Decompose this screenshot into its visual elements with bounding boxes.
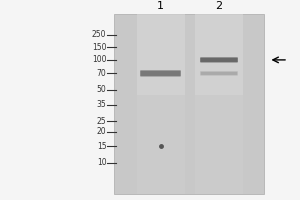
Bar <box>201 73 237 74</box>
Bar <box>201 73 237 74</box>
Bar <box>141 73 180 74</box>
Bar <box>201 73 237 74</box>
Bar <box>201 72 237 74</box>
Text: 20: 20 <box>97 127 106 136</box>
Bar <box>141 71 180 76</box>
Bar <box>141 72 180 75</box>
Bar <box>201 58 237 62</box>
Bar <box>141 73 180 74</box>
Bar <box>136 95 184 194</box>
Text: 50: 50 <box>97 85 106 94</box>
Bar <box>201 59 237 61</box>
Bar <box>201 58 237 61</box>
Bar <box>201 59 237 61</box>
Bar <box>201 59 237 60</box>
Bar <box>201 59 237 61</box>
Text: 70: 70 <box>97 69 106 78</box>
Bar <box>201 58 237 61</box>
Bar <box>195 14 243 194</box>
FancyBboxPatch shape <box>200 57 238 62</box>
Text: 35: 35 <box>97 100 106 109</box>
Bar <box>141 71 180 75</box>
Bar <box>141 73 180 74</box>
Text: 100: 100 <box>92 55 106 64</box>
Bar <box>201 72 237 75</box>
Bar <box>201 73 237 74</box>
FancyBboxPatch shape <box>140 70 181 77</box>
Text: 10: 10 <box>97 158 106 167</box>
Bar <box>201 59 237 61</box>
Bar <box>201 59 237 61</box>
Bar <box>141 73 180 74</box>
Text: 150: 150 <box>92 43 106 52</box>
Bar <box>201 73 237 74</box>
Bar <box>141 71 180 75</box>
Bar <box>201 73 237 74</box>
Bar <box>201 59 237 60</box>
Bar <box>201 73 237 74</box>
Bar <box>201 72 237 75</box>
Bar <box>201 72 237 75</box>
Bar <box>201 72 237 74</box>
Bar <box>201 73 237 74</box>
Bar <box>141 73 180 74</box>
Bar <box>141 72 180 75</box>
Bar <box>195 95 243 194</box>
Text: 25: 25 <box>97 117 106 126</box>
Text: 15: 15 <box>97 142 106 151</box>
Bar <box>114 14 264 194</box>
Bar <box>141 71 180 76</box>
Bar <box>201 72 237 75</box>
Bar <box>141 71 180 76</box>
Bar <box>201 72 237 75</box>
Text: 1: 1 <box>157 1 164 11</box>
Bar <box>141 73 180 74</box>
Bar <box>141 73 180 74</box>
Bar <box>201 59 237 61</box>
Bar <box>141 72 180 75</box>
Bar <box>141 73 180 74</box>
Bar <box>201 58 237 62</box>
Bar <box>201 72 237 75</box>
Text: 250: 250 <box>92 30 106 39</box>
Bar <box>136 14 184 194</box>
Bar <box>201 73 237 74</box>
Bar <box>141 73 180 74</box>
Bar <box>201 73 237 74</box>
Bar <box>201 58 237 62</box>
Bar <box>141 72 180 75</box>
Bar <box>141 71 180 76</box>
Bar <box>141 73 180 74</box>
FancyBboxPatch shape <box>200 71 238 76</box>
Bar <box>201 58 237 62</box>
Text: 2: 2 <box>215 1 223 11</box>
